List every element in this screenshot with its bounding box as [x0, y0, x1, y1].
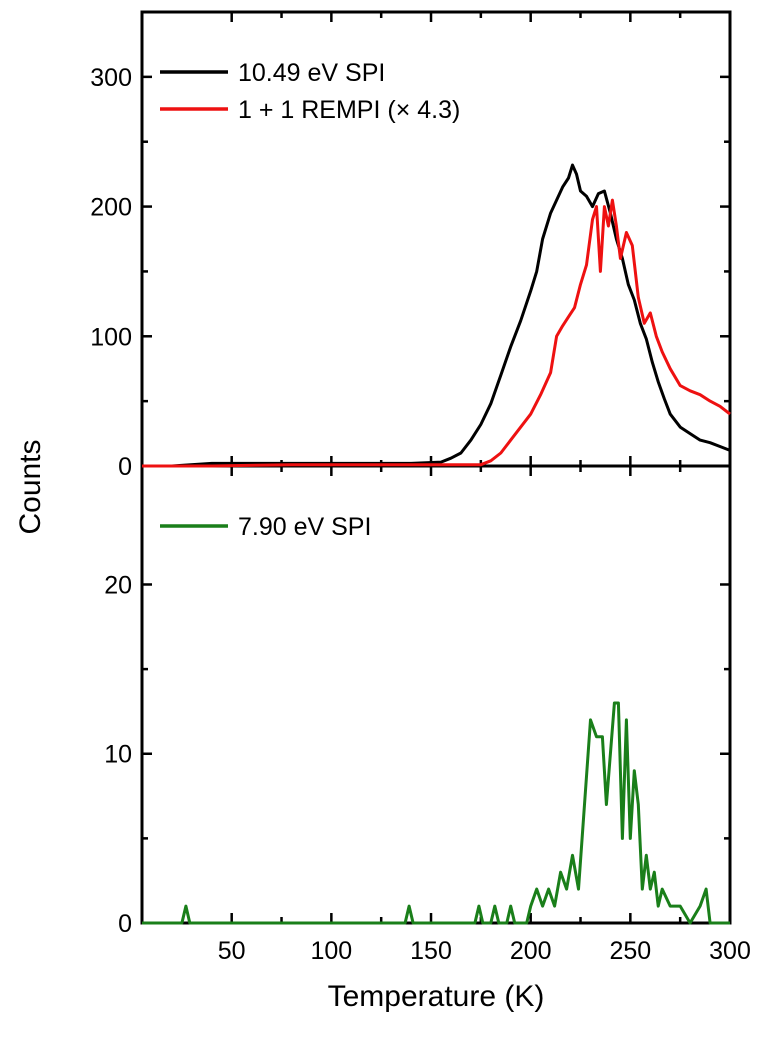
y-tick-label: 20	[104, 571, 132, 599]
x-tick-label: 300	[709, 937, 751, 965]
y-tick-label: 200	[90, 194, 132, 222]
series-line-0-1	[142, 198, 731, 468]
x-axis-title: Temperature (K)	[328, 980, 545, 1013]
series-line-1-0	[142, 701, 730, 925]
y-tick-label: 0	[118, 453, 132, 481]
y-tick-label: 100	[90, 323, 132, 351]
y-tick-label: 300	[90, 64, 132, 92]
legend-label: 1 + 1 REMPI (× 4.3)	[238, 96, 460, 124]
top-panel-frame	[140, 10, 732, 468]
series-lines	[142, 163, 731, 925]
tick-labels: 0 100 200 300 0 10 20 50 100 150 200 250 300	[90, 64, 751, 965]
y-axis-title: Counts	[14, 439, 47, 534]
x-tick-label: 200	[510, 937, 552, 965]
x-tick-label: 250	[609, 937, 651, 965]
y-tick-label: 0	[118, 910, 132, 938]
legends: 10.49 eV SPI 1 + 1 REMPI (× 4.3) 7.90 eV S…	[160, 59, 460, 541]
x-tick-label: 100	[310, 937, 352, 965]
x-tick-label: 50	[218, 937, 246, 965]
y-tick-label: 10	[104, 741, 132, 769]
series-line-0-0	[142, 163, 731, 468]
legend-label: 7.90 eV SPI	[238, 513, 371, 541]
legend-label: 10.49 eV SPI	[238, 59, 385, 87]
x-tick-label: 150	[410, 937, 452, 965]
